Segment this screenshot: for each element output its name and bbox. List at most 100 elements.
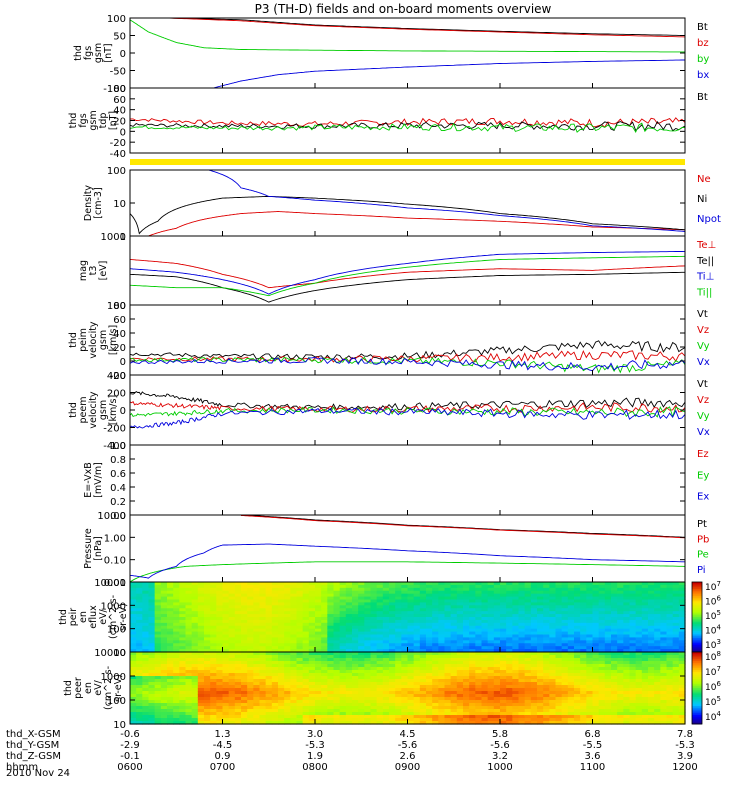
heatmap-cell: [241, 721, 248, 725]
heatmap-cell: [635, 685, 643, 689]
heatmap-cell: [666, 667, 674, 671]
heatmap-cell: [475, 676, 483, 680]
legend-label: Vz: [697, 395, 709, 406]
heatmap-cell: [179, 688, 187, 692]
heatmap-cell: [216, 643, 224, 647]
heatmap-cell: [364, 582, 372, 586]
heatmap-cell: [555, 590, 563, 595]
heatmap-cell: [345, 625, 353, 630]
heatmap-cell: [407, 637, 415, 641]
heatmap-cell: [617, 625, 624, 630]
heatmap-cell: [463, 703, 470, 707]
heatmap-cell: [635, 697, 643, 701]
heatmap-cell: [456, 596, 464, 601]
heatmap-cell: [660, 667, 668, 671]
heatmap-cell: [500, 611, 507, 615]
heatmap-cell: [315, 587, 322, 592]
heatmap-cell: [629, 622, 637, 627]
heatmap-cell: [574, 640, 581, 644]
heatmap-cell: [537, 718, 544, 722]
heatmap-cell: [296, 664, 304, 668]
heatmap-cell: [506, 655, 513, 659]
heatmap-cell: [500, 706, 507, 710]
heatmap-cell: [259, 590, 267, 595]
heatmap-cell: [463, 694, 470, 698]
heatmap-cell: [142, 649, 150, 653]
heatmap-cell: [345, 703, 353, 707]
heatmap-cell: [191, 679, 199, 683]
heatmap-cell: [506, 628, 513, 633]
heatmap-cell: [222, 715, 230, 719]
heatmap-cell: [339, 667, 347, 671]
heatmap-cell: [376, 611, 384, 615]
heatmap-cell: [598, 596, 606, 601]
heatmap-cell: [234, 670, 242, 674]
heatmap-cell: [290, 590, 298, 595]
heatmap-cell: [635, 667, 643, 671]
heatmap-cell: [278, 685, 285, 689]
colorbar-segment: [692, 645, 702, 648]
heatmap-cell: [481, 587, 489, 592]
heatmap-cell: [160, 628, 168, 633]
heatmap-cell: [475, 619, 483, 624]
heatmap-cell: [247, 590, 254, 595]
heatmap-cell: [407, 706, 415, 710]
heatmap-cell: [358, 670, 365, 674]
heatmap-cell: [401, 652, 409, 656]
heatmap-cell: [191, 596, 199, 601]
heatmap-cell: [241, 703, 248, 707]
heatmap-cell: [210, 721, 217, 725]
heatmap-cell: [617, 652, 624, 656]
heatmap-cell: [395, 682, 402, 686]
heatmap-cell: [339, 676, 347, 680]
heatmap-cell: [487, 712, 495, 716]
heatmap-cell: [315, 590, 322, 595]
heatmap-cell: [389, 649, 396, 653]
heatmap-cell: [339, 721, 347, 725]
heatmap-cell: [493, 688, 501, 692]
heatmap-cell: [604, 596, 612, 601]
heatmap-cell: [327, 697, 335, 701]
heatmap-cell: [253, 631, 261, 636]
heatmap-cell: [617, 688, 624, 692]
heatmap-cell: [555, 628, 563, 633]
heatmap-cell: [660, 712, 668, 716]
heatmap-cell: [648, 611, 655, 615]
heatmap-cell: [321, 652, 328, 656]
heatmap-cell: [537, 646, 544, 650]
y-axis-label: peem: [78, 397, 89, 424]
heatmap-cell: [315, 637, 322, 641]
heatmap-cell: [617, 611, 624, 615]
heatmap-cell: [672, 700, 680, 704]
heatmap-cell: [253, 706, 261, 710]
heatmap-cell: [382, 664, 390, 668]
heatmap-cell: [617, 614, 624, 618]
heatmap-cell: [296, 646, 304, 650]
heatmap-cell: [290, 625, 298, 630]
heatmap-cell: [506, 685, 513, 689]
heatmap-cell: [512, 622, 520, 627]
heatmap-cell: [339, 688, 347, 692]
heatmap-cell: [555, 587, 563, 592]
heatmap-cell: [586, 590, 594, 595]
heatmap-cell: [234, 697, 242, 701]
heatmap-cell: [253, 596, 261, 601]
heatmap-cell: [678, 691, 686, 695]
heatmap-cell: [678, 697, 686, 701]
heatmap-cell: [444, 688, 452, 692]
heatmap-cell: [130, 679, 137, 683]
heatmap-cell: [271, 619, 279, 624]
heatmap-cell: [623, 640, 631, 644]
heatmap-cell: [629, 625, 637, 630]
heatmap-cell: [382, 631, 390, 636]
heatmap-cell: [352, 596, 359, 601]
heatmap-cell: [407, 584, 415, 589]
heatmap-cell: [179, 587, 187, 592]
heatmap-cell: [456, 608, 464, 612]
heatmap-cell: [641, 637, 649, 641]
y-axis-label: [eV]: [98, 261, 109, 281]
colorbar-segment: [692, 666, 702, 669]
heatmap-cell: [222, 582, 230, 586]
heatmap-cell: [672, 587, 680, 592]
